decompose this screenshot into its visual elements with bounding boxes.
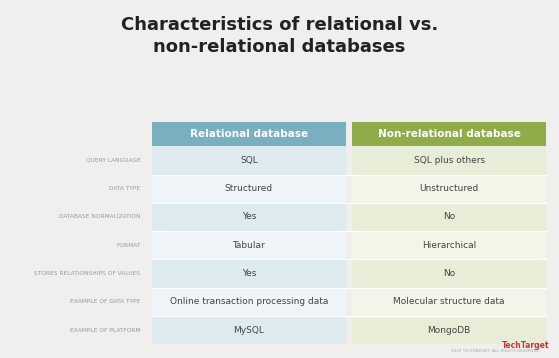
FancyBboxPatch shape <box>151 203 346 231</box>
FancyBboxPatch shape <box>151 316 346 344</box>
Text: SQL: SQL <box>240 156 258 165</box>
Text: STORES RELATIONSHIPS OF VALUES: STORES RELATIONSHIPS OF VALUES <box>35 271 140 276</box>
Text: DATA TYPE: DATA TYPE <box>110 186 140 191</box>
Text: Tabular: Tabular <box>233 241 266 250</box>
Text: Non-relational database: Non-relational database <box>378 129 520 139</box>
Text: No: No <box>443 213 455 222</box>
Text: Hierarchical: Hierarchical <box>422 241 476 250</box>
Text: Yes: Yes <box>241 213 256 222</box>
FancyBboxPatch shape <box>151 260 346 287</box>
FancyBboxPatch shape <box>352 175 547 203</box>
Text: EXAMPLE OF PLATFORM: EXAMPLE OF PLATFORM <box>70 328 140 333</box>
Text: Unstructured: Unstructured <box>419 184 479 193</box>
FancyBboxPatch shape <box>352 316 547 344</box>
Text: EXAMPLE OF DATA TYPE: EXAMPLE OF DATA TYPE <box>70 299 140 304</box>
Text: SQL plus others: SQL plus others <box>414 156 485 165</box>
FancyBboxPatch shape <box>151 146 346 175</box>
Text: FORMAT: FORMAT <box>116 243 140 248</box>
FancyBboxPatch shape <box>151 231 346 260</box>
FancyBboxPatch shape <box>151 287 346 316</box>
Text: No: No <box>443 269 455 278</box>
FancyBboxPatch shape <box>352 146 547 175</box>
Text: Structured: Structured <box>225 184 273 193</box>
Text: MongoDB: MongoDB <box>428 325 471 334</box>
FancyBboxPatch shape <box>151 122 346 146</box>
FancyBboxPatch shape <box>151 175 346 203</box>
Text: DATABASE NORMALIZATION: DATABASE NORMALIZATION <box>59 214 140 219</box>
Text: Online transaction processing data: Online transaction processing data <box>170 297 328 306</box>
Text: MySQL: MySQL <box>234 325 264 334</box>
Text: Molecular structure data: Molecular structure data <box>394 297 505 306</box>
Text: Relational database: Relational database <box>190 129 308 139</box>
FancyBboxPatch shape <box>352 287 547 316</box>
FancyBboxPatch shape <box>352 260 547 287</box>
FancyBboxPatch shape <box>352 231 547 260</box>
Text: Characteristics of relational vs.
non-relational databases: Characteristics of relational vs. non-re… <box>121 16 438 56</box>
Text: QUERY LANGUAGE: QUERY LANGUAGE <box>86 158 140 163</box>
FancyBboxPatch shape <box>352 122 547 146</box>
Text: 2022 TECHTARGET. ALL RIGHTS RESERVED.: 2022 TECHTARGET. ALL RIGHTS RESERVED. <box>452 349 541 353</box>
Text: Yes: Yes <box>241 269 256 278</box>
FancyBboxPatch shape <box>352 203 547 231</box>
Text: TechTarget: TechTarget <box>502 341 549 350</box>
